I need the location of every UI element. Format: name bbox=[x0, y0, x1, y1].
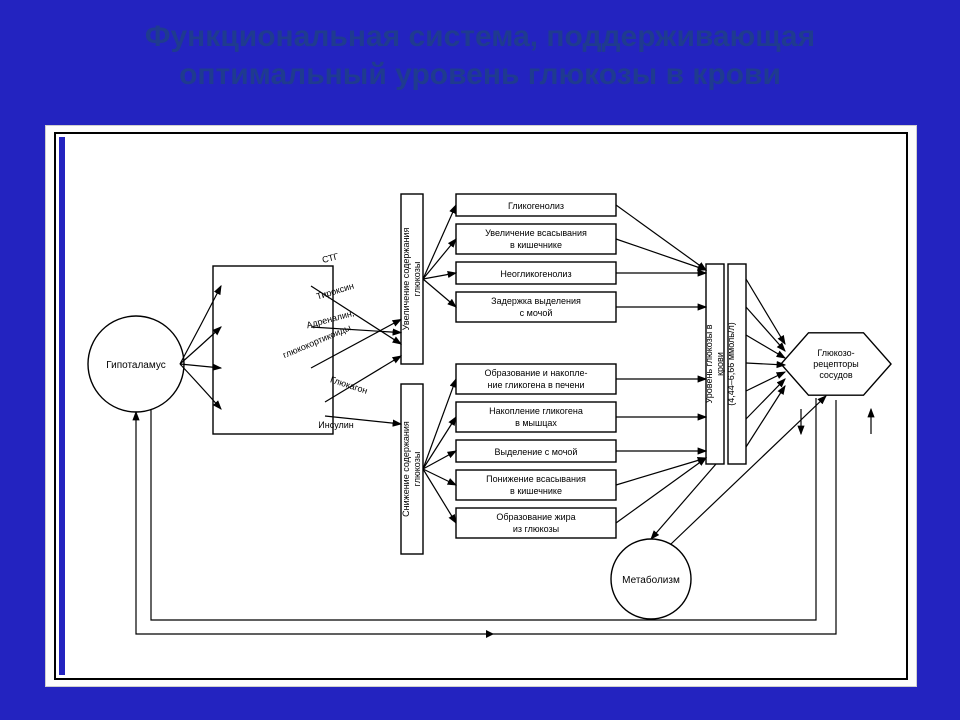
svg-text:глюкозы: глюкозы bbox=[412, 452, 422, 487]
title-line2: оптимальный уровень глюкозы в крови bbox=[179, 58, 781, 91]
svg-text:Гликогенолиз: Гликогенолиз bbox=[508, 201, 564, 211]
slide: Функциональная система, поддерживающая о… bbox=[0, 0, 960, 720]
svg-text:Выделение с мочой: Выделение с мочой bbox=[495, 447, 578, 457]
svg-text:сосудов: сосудов bbox=[819, 370, 853, 380]
svg-text:Понижение всасывания: Понижение всасывания bbox=[486, 474, 586, 484]
svg-text:в кишечнике: в кишечнике bbox=[510, 240, 562, 250]
svg-text:Глюкагон: Глюкагон bbox=[329, 374, 369, 395]
svg-text:Глюкозо-: Глюкозо- bbox=[817, 348, 854, 358]
svg-text:Задержка выделения: Задержка выделения bbox=[491, 296, 581, 306]
svg-text:Снижение содержания: Снижение содержания bbox=[401, 421, 411, 517]
svg-text:Уровень глюкозы в: Уровень глюкозы в bbox=[704, 324, 714, 403]
diagram-canvas: Гипоталамус Метаболизм Глюкозо-рецепторысо… bbox=[54, 132, 908, 680]
svg-text:Гипоталамус: Гипоталамус bbox=[106, 360, 166, 371]
svg-text:Увеличение содержания: Увеличение содержания bbox=[401, 228, 411, 331]
svg-text:крови: крови bbox=[715, 352, 725, 376]
svg-text:Увеличение всасывания: Увеличение всасывания bbox=[485, 228, 587, 238]
svg-text:рецепторы: рецепторы bbox=[813, 359, 858, 369]
svg-text:в мышцах: в мышцах bbox=[515, 418, 557, 428]
diagram-frame: Гипоталамус Метаболизм Глюкозо-рецепторысо… bbox=[45, 125, 917, 687]
svg-text:Неогликогенолиз: Неогликогенолиз bbox=[500, 269, 571, 279]
svg-text:ние гликогена в печени: ние гликогена в печени bbox=[487, 380, 584, 390]
svg-text:Накопление гликогена: Накопление гликогена bbox=[489, 406, 583, 416]
svg-text:Образование и накопле-: Образование и накопле- bbox=[485, 368, 588, 378]
svg-text:Метаболизм: Метаболизм bbox=[622, 574, 680, 586]
title-line1: Функциональная система, поддерживающая bbox=[145, 20, 815, 53]
svg-text:из глюкозы: из глюкозы bbox=[513, 524, 559, 534]
flowchart-svg: Гипоталамус Метаболизм Глюкозо-рецепторысо… bbox=[56, 134, 906, 678]
svg-text:глюкозы: глюкозы bbox=[412, 262, 422, 297]
svg-text:Инсулин: Инсулин bbox=[318, 420, 354, 430]
svg-text:СТГ: СТГ bbox=[321, 251, 340, 265]
slide-title: Функциональная система, поддерживающая о… bbox=[0, 0, 960, 103]
svg-text:(4,44–6,66 ммоль/л): (4,44–6,66 ммоль/л) bbox=[726, 322, 736, 405]
svg-text:с мочой: с мочой bbox=[520, 308, 553, 318]
svg-text:в кишечнике: в кишечнике bbox=[510, 486, 562, 496]
svg-text:Образование жира: Образование жира bbox=[496, 512, 575, 522]
